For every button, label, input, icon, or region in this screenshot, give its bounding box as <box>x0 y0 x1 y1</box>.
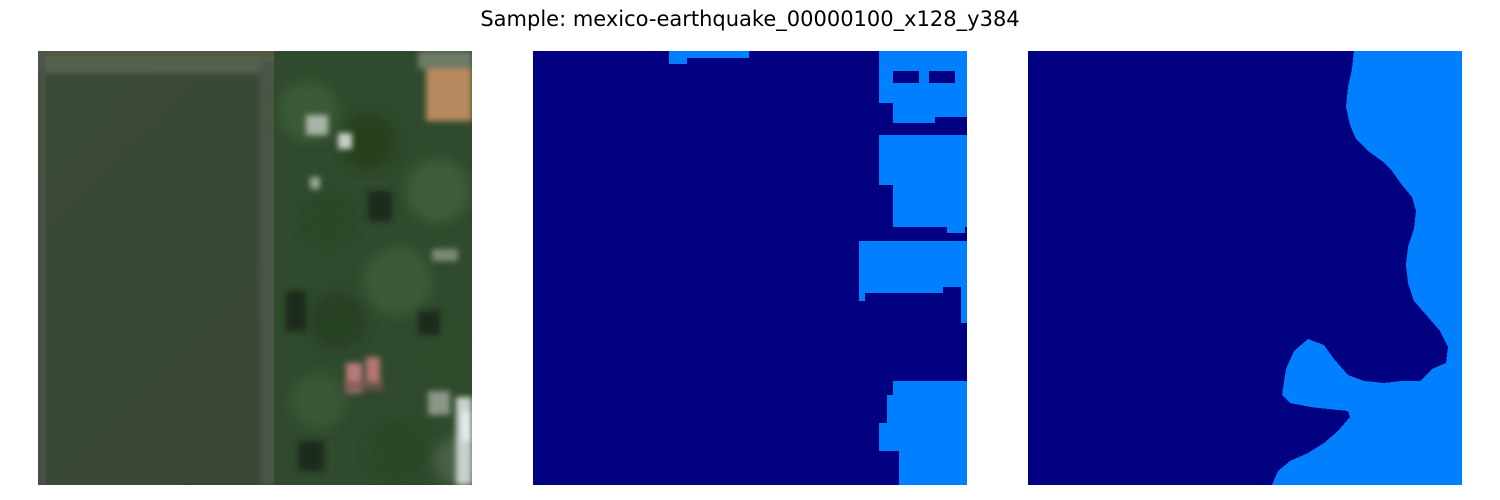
segmentation-mask-a <box>533 51 967 485</box>
mask-foreground-regions <box>669 51 967 485</box>
mask-foreground-regions <box>1272 51 1462 485</box>
figure-title: Sample: mexico-earthquake_00000100_x128_… <box>480 7 1020 31</box>
satellite-image-panel <box>38 51 472 485</box>
mask-panel-right <box>1028 51 1462 485</box>
segmentation-mask-b <box>1028 51 1462 485</box>
satellite-image <box>38 51 472 485</box>
mask-panel-left <box>533 51 967 485</box>
